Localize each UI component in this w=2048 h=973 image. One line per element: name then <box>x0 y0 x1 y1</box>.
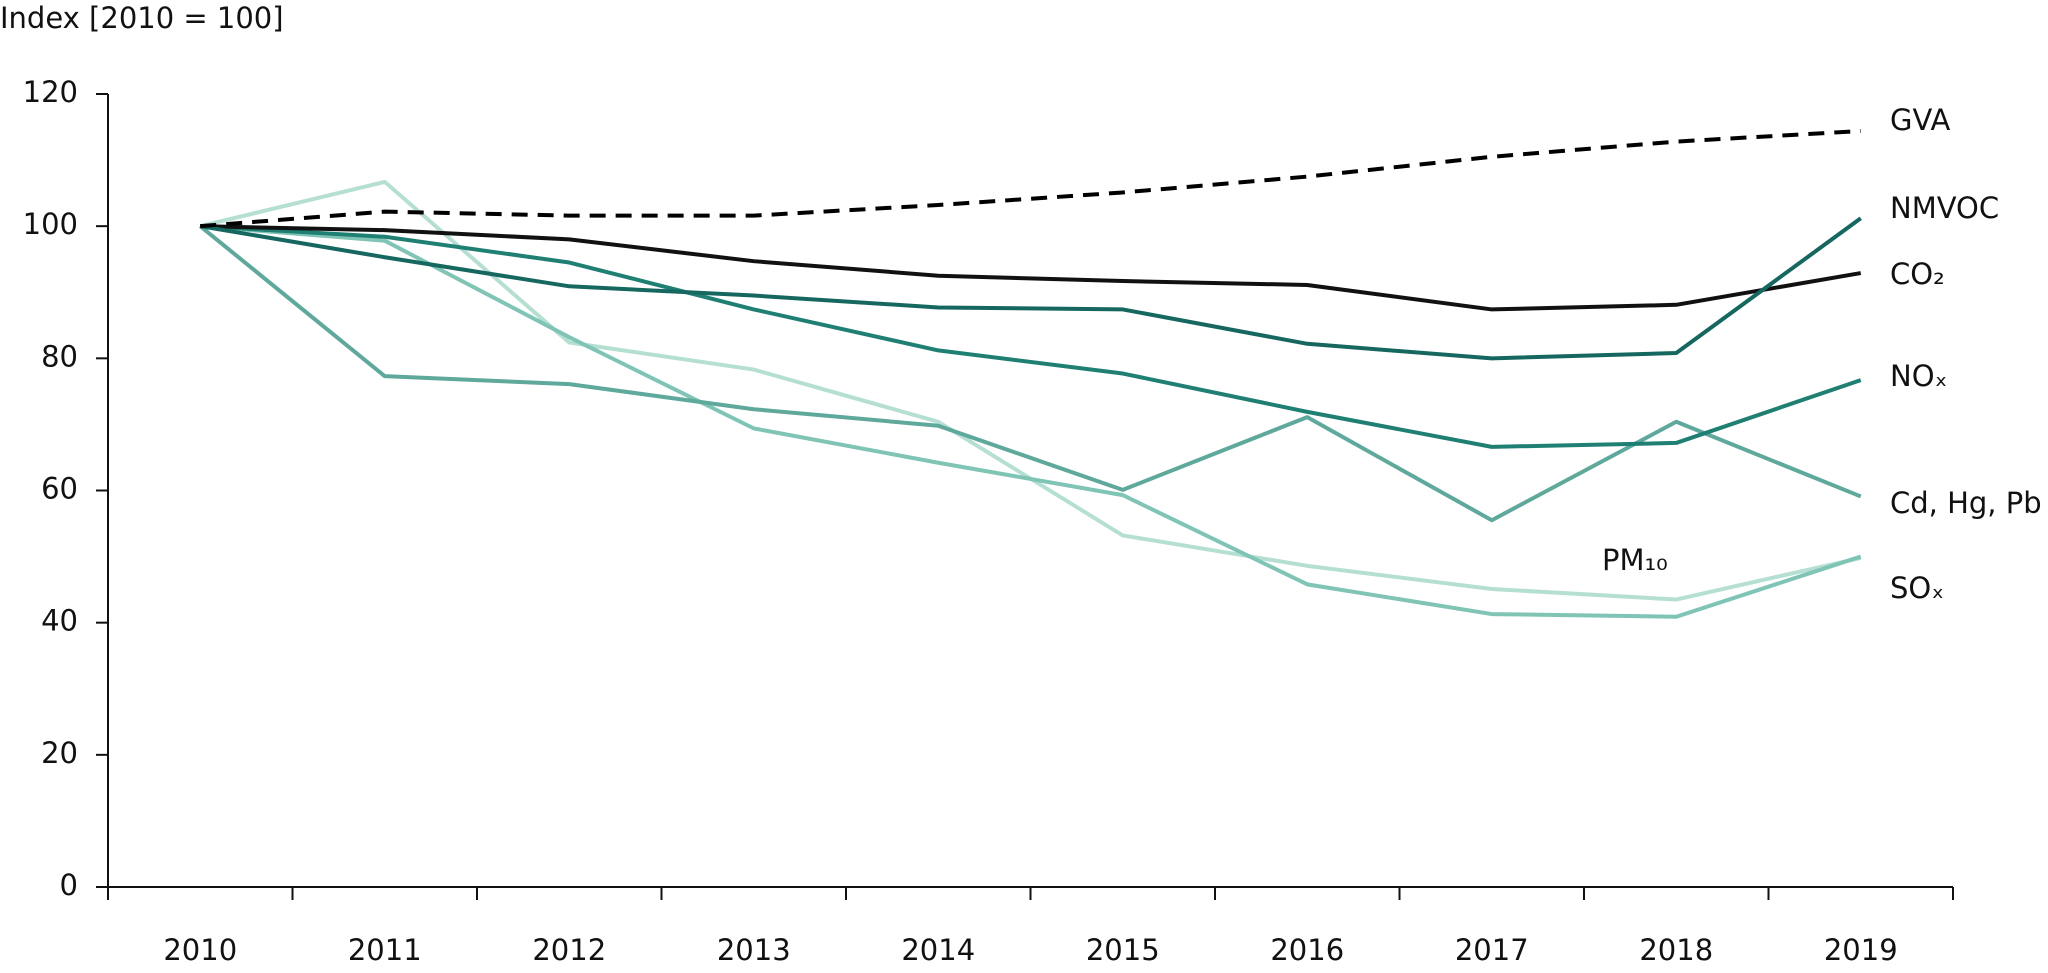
series-label: Cd, Hg, Pb <box>1890 486 2042 520</box>
series-label: GVA <box>1890 103 1950 137</box>
series-label: NMVOC <box>1890 191 1999 225</box>
series-line <box>200 129 1861 229</box>
x-tick-label: 2016 <box>1270 933 1344 967</box>
y-tick-label: 120 <box>23 75 78 109</box>
y-tick-label: 20 <box>41 736 78 770</box>
series-label: SOₓ <box>1890 571 1944 605</box>
series-line <box>200 224 1862 449</box>
y-axis-label: Index [2010 = 100] <box>0 1 284 35</box>
y-tick-label: 80 <box>41 339 78 373</box>
series-line <box>200 224 1862 312</box>
x-tick-label: 2011 <box>348 933 422 967</box>
y-tick-label: 40 <box>41 604 78 638</box>
series-line <box>198 224 1862 523</box>
y-tick-label: 100 <box>23 207 78 241</box>
x-tick-label: 2015 <box>1086 933 1160 967</box>
x-tick-label: 2019 <box>1824 933 1898 967</box>
series-label: CO₂ <box>1890 257 1945 291</box>
y-tick-label: 0 <box>60 868 78 902</box>
series-line <box>200 224 1862 619</box>
x-tick-label: 2014 <box>901 933 975 967</box>
x-tick-label: 2010 <box>163 933 237 967</box>
series-label: PM₁₀ <box>1602 543 1668 577</box>
x-tick-label: 2013 <box>717 933 791 967</box>
series-label: NOₓ <box>1890 359 1947 393</box>
y-tick-label: 60 <box>41 472 78 506</box>
x-tick-label: 2017 <box>1455 933 1529 967</box>
x-tick-label: 2018 <box>1639 933 1713 967</box>
x-tick-label: 2012 <box>532 933 606 967</box>
series-line <box>199 216 1862 361</box>
